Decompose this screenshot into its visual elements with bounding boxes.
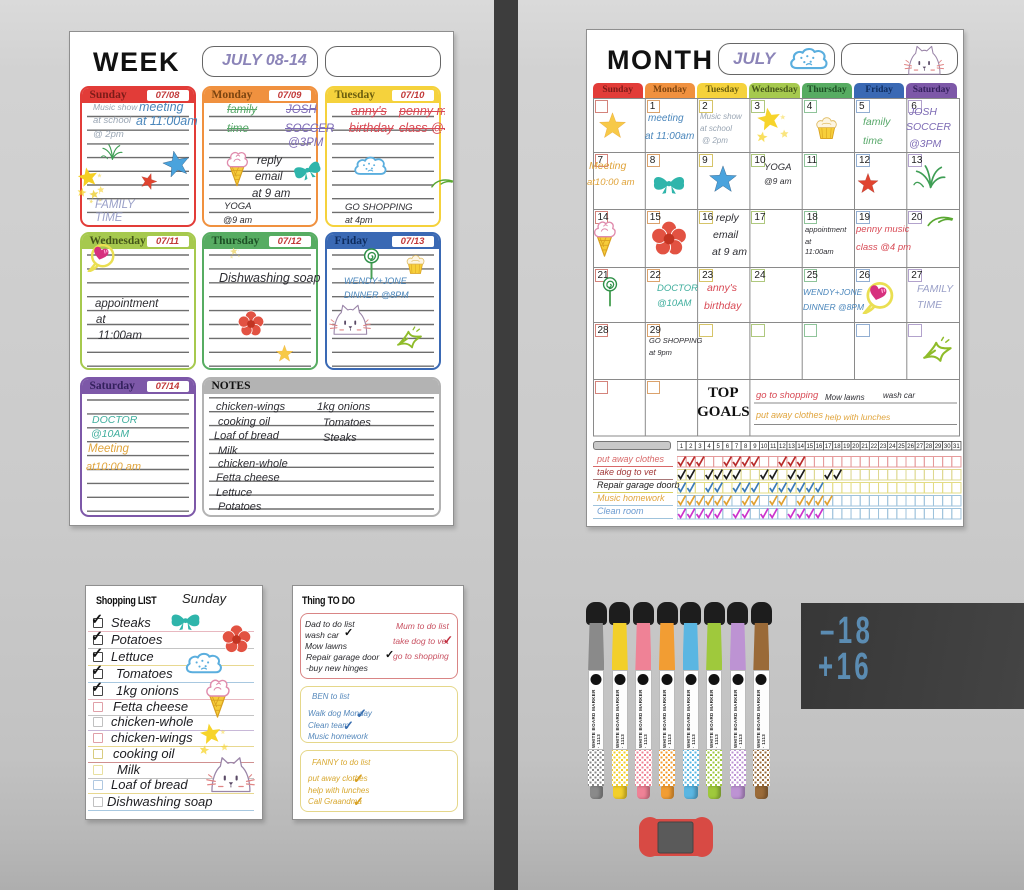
svg-text:19: 19: [843, 444, 850, 450]
svg-text:5: 5: [716, 444, 720, 450]
svg-text:28: 28: [925, 444, 932, 450]
svg-text:23: 23: [879, 444, 886, 450]
svg-text:20: 20: [852, 444, 859, 450]
svg-text:14: 14: [797, 444, 804, 450]
svg-text:7: 7: [734, 444, 738, 450]
svg-text:4: 4: [707, 444, 711, 450]
svg-text:31: 31: [953, 444, 960, 450]
svg-text:25: 25: [898, 444, 905, 450]
svg-text:6: 6: [725, 444, 729, 450]
svg-text:10: 10: [760, 444, 767, 450]
svg-text:29: 29: [934, 444, 941, 450]
svg-text:27: 27: [916, 444, 923, 450]
svg-text:2: 2: [689, 444, 693, 450]
svg-text:22: 22: [870, 444, 877, 450]
svg-text:24: 24: [888, 444, 895, 450]
svg-text:9: 9: [753, 444, 757, 450]
svg-text:16: 16: [815, 444, 822, 450]
svg-text:17: 17: [824, 444, 831, 450]
svg-text:21: 21: [861, 444, 868, 450]
svg-text:11: 11: [770, 444, 777, 450]
svg-text:26: 26: [907, 444, 914, 450]
svg-text:13: 13: [788, 444, 795, 450]
svg-text:30: 30: [943, 444, 950, 450]
svg-text:18: 18: [833, 444, 840, 450]
svg-text:8: 8: [744, 444, 748, 450]
svg-text:3: 3: [698, 444, 702, 450]
svg-text:1: 1: [679, 444, 683, 450]
svg-text:15: 15: [806, 444, 813, 450]
svg-text:12: 12: [778, 444, 785, 450]
